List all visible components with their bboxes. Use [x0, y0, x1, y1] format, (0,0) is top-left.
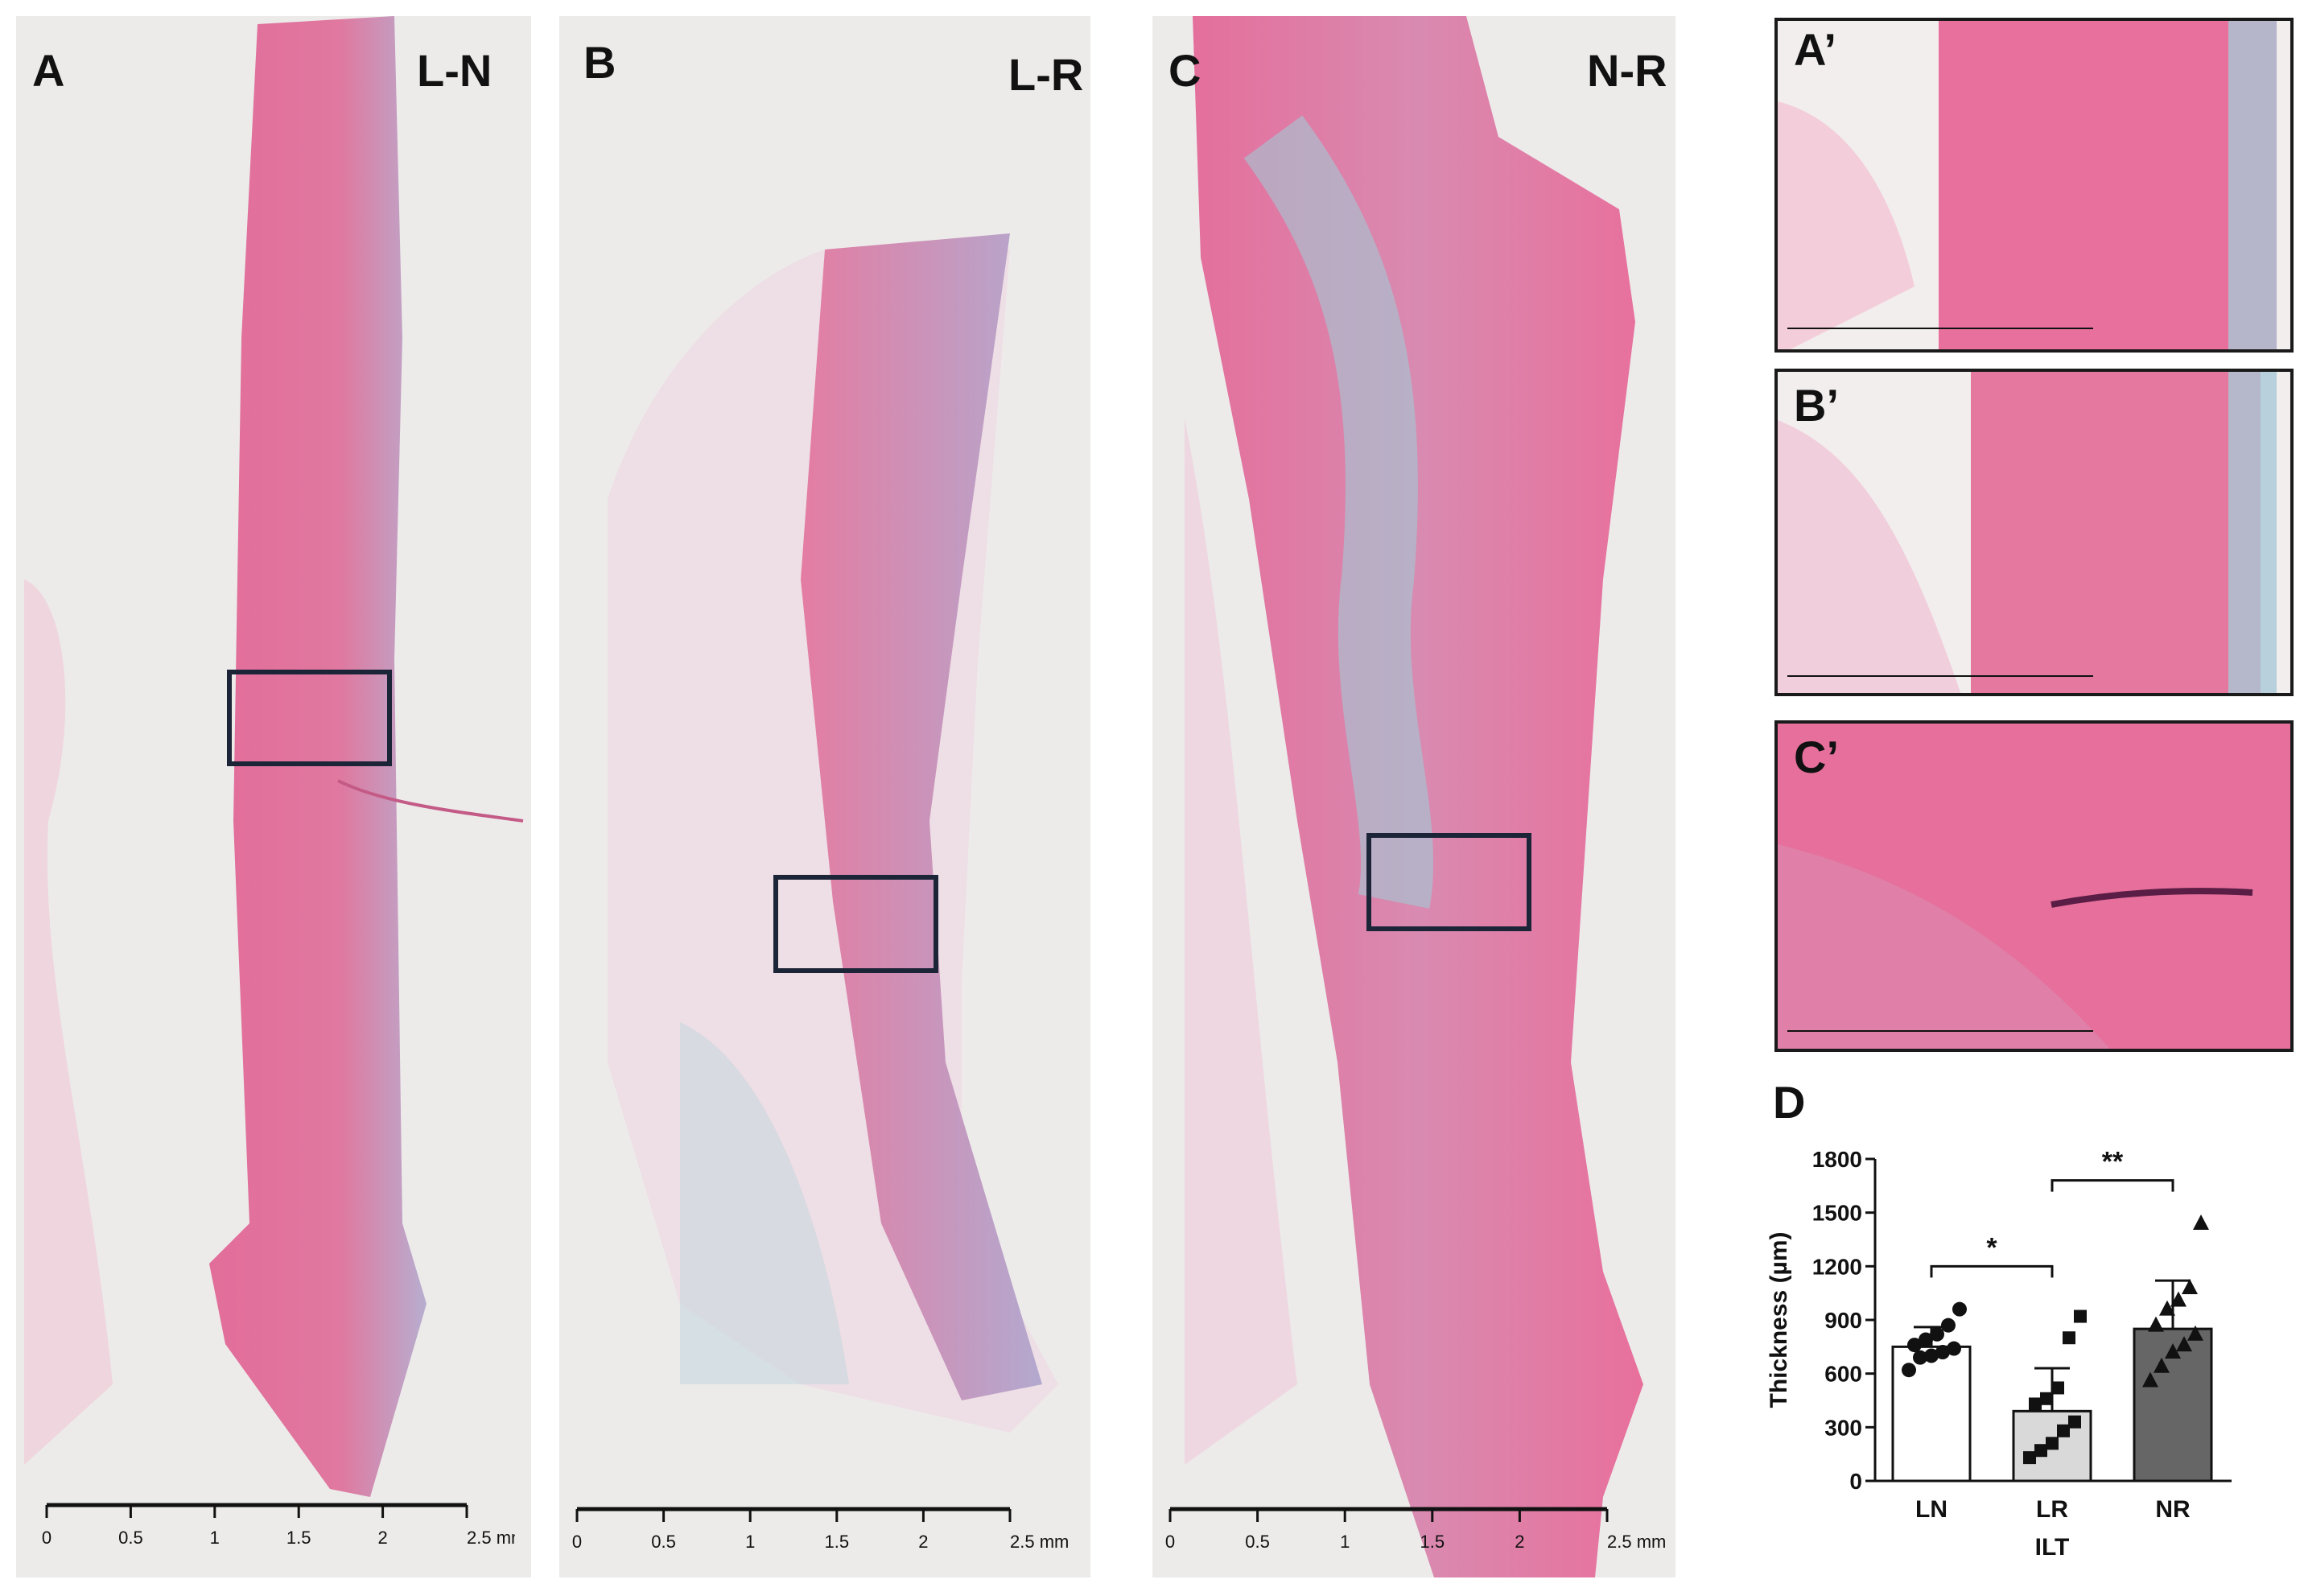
- data-point: [2074, 1309, 2087, 1323]
- data-point: [2148, 1316, 2164, 1332]
- y-tick-label: 300: [1824, 1415, 1862, 1440]
- scale-bar-a: 0 0.5 1 1.5 2 2.5 mm: [42, 1503, 515, 1548]
- x-tick-label: NR: [2155, 1496, 2191, 1523]
- scale-tick-label: 2.5 mm: [1607, 1532, 1666, 1552]
- inset-tissue-a: [1778, 21, 2277, 349]
- data-point: [2170, 1291, 2187, 1307]
- inset-tissue-c: [1778, 724, 2290, 1049]
- x-axis-label: ILT: [2035, 1534, 2070, 1561]
- tissue-section-b: [608, 233, 1058, 1433]
- scale-tick-label: 1.5: [825, 1532, 850, 1552]
- inset-c-prime: C’: [1774, 720, 2294, 1052]
- scale-tick-label: 2.5 mm: [1010, 1532, 1069, 1552]
- data-point: [1913, 1350, 1927, 1365]
- scale-tick-label: 0: [42, 1528, 52, 1548]
- significance-bracket: [2051, 1179, 2174, 1192]
- scale-bar-b: 0 0.5 1 1.5 2 2.5 mm: [572, 1507, 1069, 1552]
- scale-tick-label: 1: [210, 1528, 220, 1548]
- significance-bracket: [1930, 1264, 2054, 1278]
- data-point: [2182, 1279, 2198, 1294]
- significance-label: **: [2102, 1147, 2124, 1177]
- inset-letter: B’: [1794, 380, 1839, 431]
- scale-tick-label: 2: [377, 1528, 387, 1548]
- panel-c: C N-R 0 0.5 1 1.5 2 2.5 mm: [1152, 16, 1675, 1577]
- scale-tick-label: 0: [1165, 1532, 1175, 1552]
- panel-a: A L-N 0 0.5 1 1.5 2 2.5 mm: [16, 16, 531, 1577]
- scale-tick-label: 1: [745, 1532, 755, 1552]
- roi-box-a: [227, 670, 392, 766]
- data-point: [1902, 1363, 1916, 1378]
- data-point: [2023, 1451, 2036, 1465]
- data-point: [2029, 1397, 2042, 1411]
- data-point: [2057, 1424, 2070, 1437]
- y-tick-label: 600: [1824, 1362, 1862, 1387]
- significance-label: *: [1986, 1232, 1997, 1263]
- data-point: [2063, 1331, 2075, 1345]
- data-point: [1952, 1301, 1967, 1317]
- panel-title: N-R: [1587, 45, 1667, 96]
- data-point: [1919, 1332, 1933, 1347]
- tissue-section-a: [24, 16, 524, 1497]
- scale-tick-label: 1.5: [286, 1528, 311, 1548]
- scale-tick-label: 0.5: [651, 1532, 676, 1552]
- data-point: [2051, 1381, 2064, 1395]
- data-point: [2187, 1325, 2203, 1341]
- tissue-section-c: [1185, 16, 1643, 1577]
- data-point: [1907, 1338, 1922, 1353]
- y-tick-label: 1800: [1812, 1147, 1862, 1172]
- x-tick-label: LN: [1915, 1496, 1947, 1523]
- data-point: [2154, 1357, 2170, 1373]
- data-point: [2046, 1437, 2059, 1450]
- panel-letter: B: [583, 37, 616, 88]
- y-tick-label: 1500: [1812, 1201, 1862, 1226]
- scale-bar-c: 0 0.5 1 1.5 2 2.5 mm: [1165, 1507, 1666, 1552]
- data-point: [2165, 1343, 2181, 1359]
- inset-letter: C’: [1794, 732, 1839, 782]
- scale-tick-label: 2.5 mm: [467, 1528, 515, 1548]
- data-point: [1941, 1318, 1956, 1333]
- panel-title: L-N: [417, 45, 493, 96]
- roi-box-b: [773, 875, 938, 973]
- inset-b-prime: B’: [1774, 369, 2294, 696]
- data-point: [2068, 1415, 2081, 1429]
- scale-tick-label: 1: [1340, 1532, 1350, 1552]
- scale-tick-label: 0.5: [118, 1528, 143, 1548]
- data-point: [2040, 1392, 2053, 1405]
- roi-box-c: [1366, 833, 1531, 931]
- inset-a-prime: A’: [1774, 18, 2294, 353]
- panel-letter: C: [1168, 45, 1201, 96]
- y-axis-label: Thickness (µm): [1766, 1231, 1792, 1408]
- thickness-chart: 0 300 600 900 1200 1500 1800 Thickness (µm) LN LR…: [1746, 1070, 2302, 1592]
- x-tick-label: LR: [2036, 1496, 2068, 1523]
- data-point: [2159, 1300, 2175, 1316]
- scale-tick-label: 0: [572, 1532, 582, 1552]
- scale-tick-label: 2: [1515, 1532, 1524, 1552]
- y-tick-label: 900: [1824, 1308, 1862, 1333]
- data-point: [2193, 1215, 2209, 1230]
- data-point: [1930, 1326, 1944, 1342]
- y-tick-label: 1200: [1812, 1254, 1862, 1279]
- inset-tissue-b: [1778, 372, 2277, 693]
- data-point: [1935, 1345, 1950, 1359]
- scale-tick-label: 2: [918, 1532, 928, 1552]
- data-point: [2034, 1444, 2047, 1458]
- data-point: [2142, 1371, 2158, 1388]
- chart-panel-letter: D: [1773, 1077, 1806, 1128]
- inset-letter: A’: [1794, 24, 1836, 75]
- data-point: [2176, 1336, 2192, 1352]
- scale-tick-label: 1.5: [1420, 1532, 1445, 1552]
- data-point: [1947, 1341, 1961, 1356]
- y-tick-label: 0: [1849, 1469, 1862, 1494]
- panel-title: L-R: [1008, 49, 1084, 100]
- scale-tick-label: 0.5: [1245, 1532, 1270, 1552]
- panel-letter: A: [32, 45, 65, 96]
- data-point: [1924, 1348, 1939, 1363]
- panel-b: B L-R 0 0.5 1 1.5 2 2.5 mm: [559, 16, 1090, 1577]
